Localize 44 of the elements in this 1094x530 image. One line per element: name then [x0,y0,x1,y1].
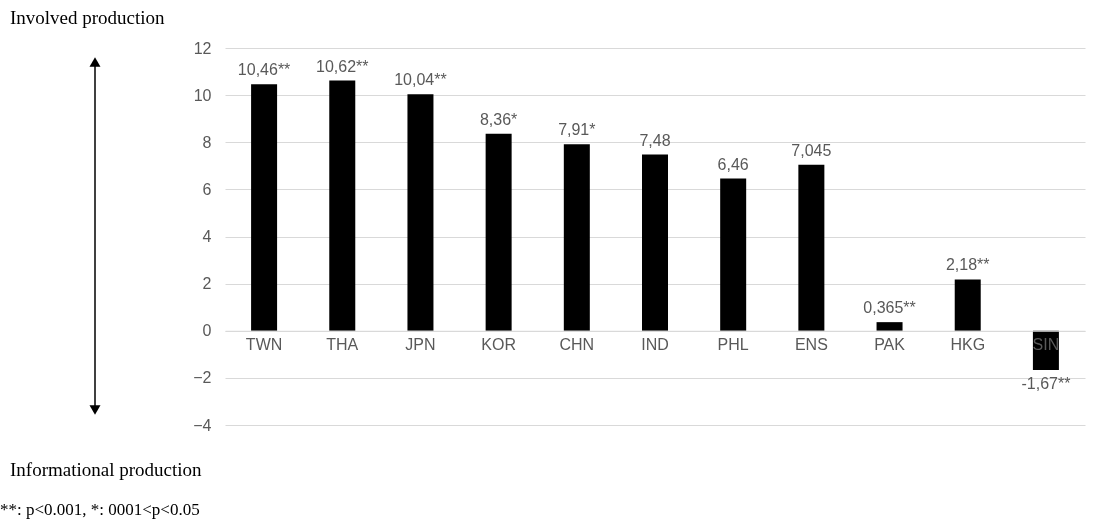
y-tick-label: −4 [193,416,212,434]
y-tick-label: 4 [202,228,212,245]
bar [251,84,278,331]
data-label: 6,46 [717,155,749,173]
x-tick-label: PAK [874,336,906,354]
x-tick-label: PHL [717,336,749,354]
data-label: 2,18** [945,256,990,274]
bar [876,322,903,331]
y-tick-label: 8 [202,133,212,151]
bar [798,164,825,331]
bar [329,80,356,331]
bar [563,144,590,331]
x-tick-label: TWN [245,336,283,354]
x-tick-label: IND [641,336,669,354]
bar [720,178,747,331]
data-label: 0,365** [863,299,916,317]
data-label: 10,62** [316,57,369,75]
text: Informational production [10,459,203,480]
bar [485,133,512,331]
x-tick-label: HKG [950,336,986,354]
data-label: 8,36* [479,110,518,128]
data-label: -1,67** [1021,375,1071,393]
y-tick-label: 10 [193,86,212,104]
y-tick-label: 2 [202,275,212,293]
y-tick-label: −2 [193,369,212,387]
bar [642,154,668,331]
x-tick-label: KOR [481,336,516,354]
bar [954,279,981,331]
bar [407,94,434,331]
data-label: 10,04** [394,71,447,89]
x-tick-label: CHN [559,336,595,354]
x-tick-label: ENS [794,336,828,354]
data-label: 10,46** [237,61,291,79]
data-label: 7,91* [558,121,596,139]
text: Involved production [10,7,166,28]
y-tick-label: 0 [202,322,212,340]
y-tick-label: 12 [193,39,212,57]
data-label: 7,045 [791,141,832,159]
x-tick-label: THA [326,336,359,354]
x-tick-label: SIN [1032,336,1060,354]
data-label: 7,48 [639,131,671,149]
y-tick-label: 6 [202,180,212,198]
text: **: p<0.001, *: 0001<p<0.05 [0,500,200,519]
x-tick-label: JPN [405,336,436,354]
